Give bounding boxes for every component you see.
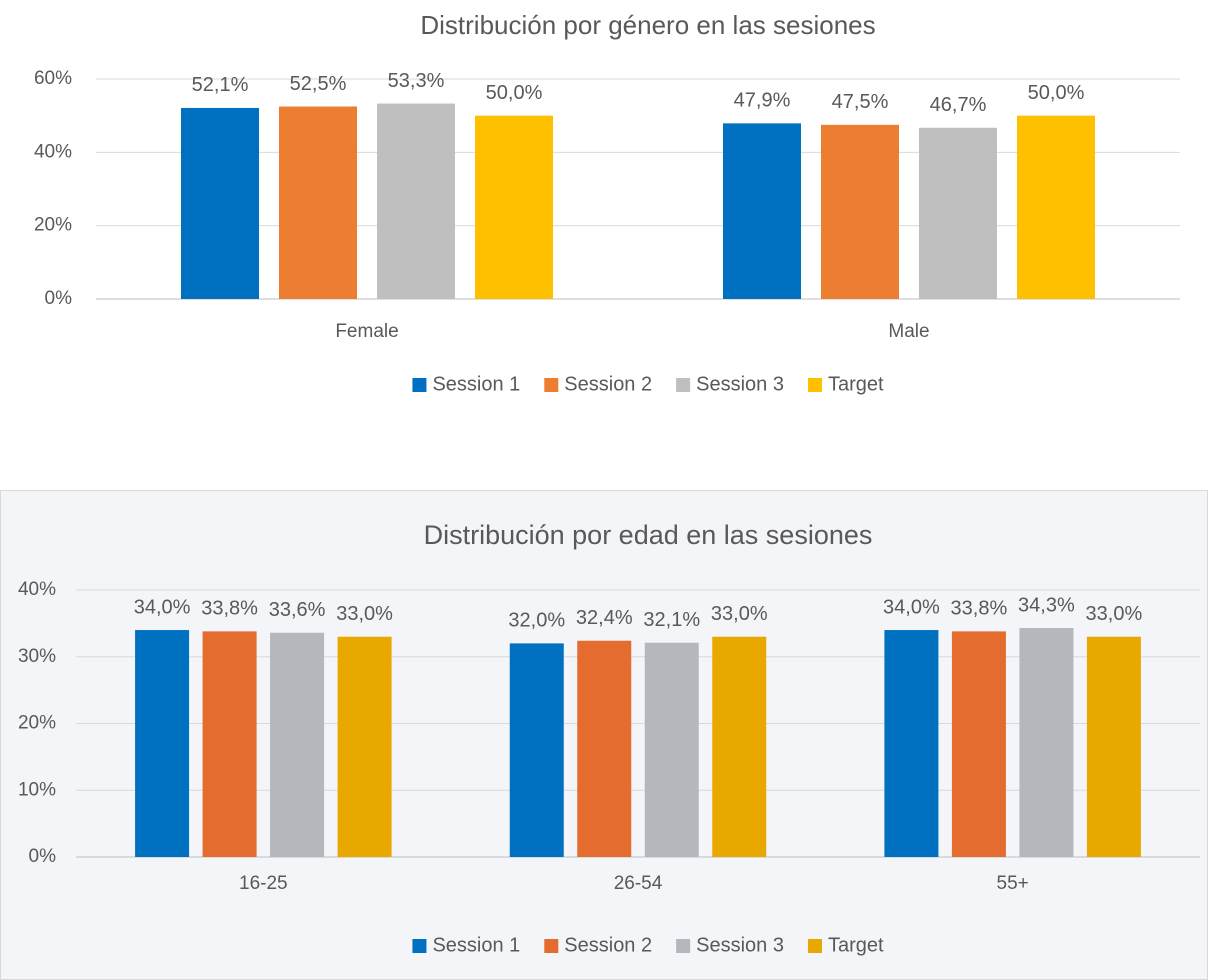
legend-swatch [412,939,427,953]
data-label: 46,7% [930,94,987,116]
chart-title: Distribución por edad en las sesiones [424,520,873,550]
x-tick-label: Female [335,321,398,342]
data-label: 53,3% [388,70,445,92]
bar [723,123,801,299]
data-label: 50,0% [1028,82,1085,104]
x-tick-label: 26-54 [614,873,663,894]
legend-swatch [807,378,822,392]
data-label: 33,6% [269,599,326,621]
data-label: 33,0% [336,603,393,625]
bar [337,636,392,857]
data-label: 32,1% [643,609,700,631]
data-label: 32,0% [508,610,565,632]
bar [577,640,632,857]
legend-label: Session 3 [696,373,784,395]
legend-swatch [676,378,691,392]
legend-label: Target [828,373,884,395]
data-label: 33,0% [1086,603,1143,625]
bar [270,632,325,857]
y-tick-label: 40% [34,141,72,162]
y-tick-label: 40% [18,579,56,600]
x-tick-label: 55+ [997,873,1029,894]
data-label: 52,1% [192,74,249,96]
y-tick-label: 60% [34,68,72,89]
x-tick-label: 16-25 [239,873,288,894]
bar [202,631,257,857]
bar [919,127,997,300]
bar [279,106,357,299]
legend-swatch [544,939,559,953]
bar [135,630,190,857]
bar [884,630,939,857]
x-tick-label: Male [888,321,929,342]
bar [951,631,1006,857]
bar [475,115,553,300]
bar [1019,628,1074,857]
bar [644,642,699,857]
data-label: 50,0% [486,82,543,104]
bar [181,107,259,299]
legend-label: Session 3 [696,934,784,956]
bar [821,124,899,299]
legend-label: Session 1 [432,934,520,956]
bar [377,103,455,299]
y-tick-label: 20% [34,215,72,236]
legend-label: Session 1 [432,373,520,395]
data-label: 33,8% [201,598,258,620]
y-tick-label: 30% [18,646,56,667]
legend-label: Target [828,934,884,956]
data-label: 33,0% [711,603,768,625]
data-label: 32,4% [576,607,633,629]
legend-label: Session 2 [564,934,652,956]
bar [712,636,767,857]
y-tick-label: 20% [18,713,56,734]
data-label: 47,5% [832,91,889,113]
data-label: 33,8% [951,598,1008,620]
legend-swatch [544,378,559,392]
data-label: 34,0% [134,596,191,618]
y-tick-label: 0% [29,846,57,867]
bar [1086,636,1141,857]
legend-swatch [676,939,691,953]
bar [1017,115,1095,300]
data-label: 52,5% [290,73,347,95]
legend-swatch [412,378,427,392]
y-tick-label: 10% [18,779,56,800]
y-tick-label: 0% [45,288,73,309]
chart-title: Distribución por género en las sesiones [420,10,875,40]
data-label: 34,3% [1018,594,1075,616]
legend-swatch [807,939,822,953]
data-label: 34,0% [883,596,940,618]
bar [509,643,564,857]
data-label: 47,9% [734,90,791,112]
legend-label: Session 2 [564,373,652,395]
